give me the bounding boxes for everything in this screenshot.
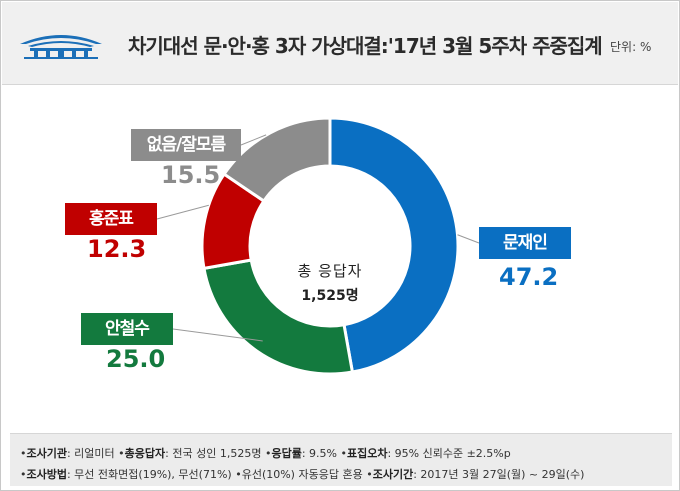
slice-value-ahn: 25.0 bbox=[106, 345, 166, 373]
footer-value: : 95% 신뢰수준 ±2.5%p bbox=[387, 447, 511, 460]
footer-key: 조사방법 bbox=[26, 468, 67, 481]
footer-key: 총응답자 bbox=[124, 447, 166, 460]
slice-value-hong: 12.3 bbox=[87, 235, 147, 263]
center-summary: 총 응답자 1,525명 bbox=[275, 260, 385, 305]
chart-area: 문재인 47.2 안철수 25.0 홍준표 12.3 없음/잘모름 15.5 총… bbox=[1, 85, 680, 430]
footer-value: : 전국 성인 1,525명 bbox=[165, 447, 262, 460]
footer-value: : 무선 전화면접(19%), 무선(71%) bbox=[66, 468, 232, 481]
slice-value-moon: 47.2 bbox=[499, 263, 559, 291]
slice-label-moon: 문재인 bbox=[479, 227, 571, 259]
center-count: 1,525명 bbox=[301, 288, 359, 304]
footer-bullet: • bbox=[362, 468, 373, 481]
leader-line bbox=[457, 234, 480, 244]
blue-house-logo-icon bbox=[20, 35, 102, 59]
slice-label-hong: 홍준표 bbox=[65, 203, 157, 235]
slice-value-none: 15.5 bbox=[161, 161, 221, 189]
leader-line bbox=[156, 204, 209, 220]
footer-value: : 2017년 3월 27일(월) ~ 29일(수) bbox=[413, 468, 585, 481]
footer-value: : 리얼미터 bbox=[66, 447, 115, 460]
footer-bullet: • bbox=[336, 447, 347, 460]
slice-label-ahn: 안철수 bbox=[81, 313, 173, 345]
footer-line-2: •조사방법: 무선 전화면접(19%), 무선(71%) •유선(10%) 자동… bbox=[20, 466, 584, 482]
slice-moon bbox=[328, 116, 460, 374]
footer-value: 유선(10%) 자동응답 혼용 bbox=[241, 468, 363, 481]
footer-bullet: • bbox=[114, 447, 125, 460]
footer-key: 표집오차 bbox=[346, 447, 388, 460]
footer-bullet: • bbox=[231, 468, 242, 481]
footer-key: 조사기관 bbox=[26, 447, 67, 460]
survey-info-footer: •조사기관: 리얼미터 •총응답자: 전국 성인 1,525명 •응답률: 9.… bbox=[10, 433, 672, 486]
center-title: 총 응답자 bbox=[297, 262, 363, 280]
slice-label-none: 없음/잘모름 bbox=[131, 129, 241, 161]
donut-chart bbox=[156, 116, 480, 376]
header-bar: 차기대선 문·안·홍 3자 가상대결:'17년 3월 5주차 주중집계 단위: … bbox=[2, 2, 678, 85]
leader-line bbox=[240, 134, 267, 146]
footer-bullet: • bbox=[20, 468, 27, 481]
footer-value: : 9.5% bbox=[301, 447, 337, 460]
leader-line bbox=[172, 328, 263, 342]
slice-ahn bbox=[202, 258, 355, 376]
chart-title: 차기대선 문·안·홍 3자 가상대결:'17년 3월 5주차 주중집계 bbox=[128, 34, 603, 58]
footer-bullet: • bbox=[261, 447, 272, 460]
footer-key: 조사기간 bbox=[372, 468, 414, 481]
footer-bullet: • bbox=[20, 447, 27, 460]
unit-label: 단위: % bbox=[610, 40, 652, 54]
slice-none bbox=[222, 116, 332, 204]
footer-key: 응답률 bbox=[271, 447, 302, 460]
footer-line-1: •조사기관: 리얼미터 •총응답자: 전국 성인 1,525명 •응답률: 9.… bbox=[20, 445, 511, 461]
